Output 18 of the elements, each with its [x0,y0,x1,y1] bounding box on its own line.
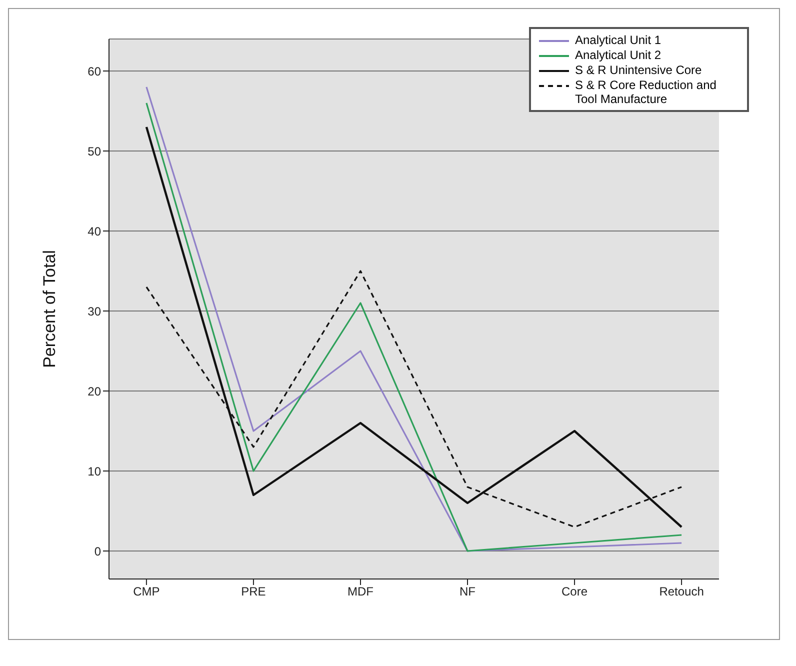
y-axis-title: Percent of Total [40,250,60,368]
x-tick-label: MDF [347,584,374,599]
y-tick-label: 30 [88,304,102,318]
legend-label: Analytical Unit 1 [575,33,662,47]
legend-label: Analytical Unit 2 [575,48,662,62]
y-tick-label: 40 [88,224,102,238]
x-tick-label: Core [562,584,588,599]
y-tick-label: 50 [88,144,102,158]
y-tick-label: 20 [88,384,102,398]
y-tick-label: 60 [88,64,102,78]
x-tick-label: Retouch [659,584,704,599]
legend-label: S & R Unintensive Core [575,63,702,77]
x-tick-label: NF [460,584,476,599]
y-tick-label: 0 [94,544,102,558]
legend-label: S & R Core Reduction and Tool Manufacture [575,78,718,106]
x-tick-label: PRE [241,584,266,599]
y-tick-label: 10 [88,464,102,478]
x-tick-label: CMP [133,584,160,599]
